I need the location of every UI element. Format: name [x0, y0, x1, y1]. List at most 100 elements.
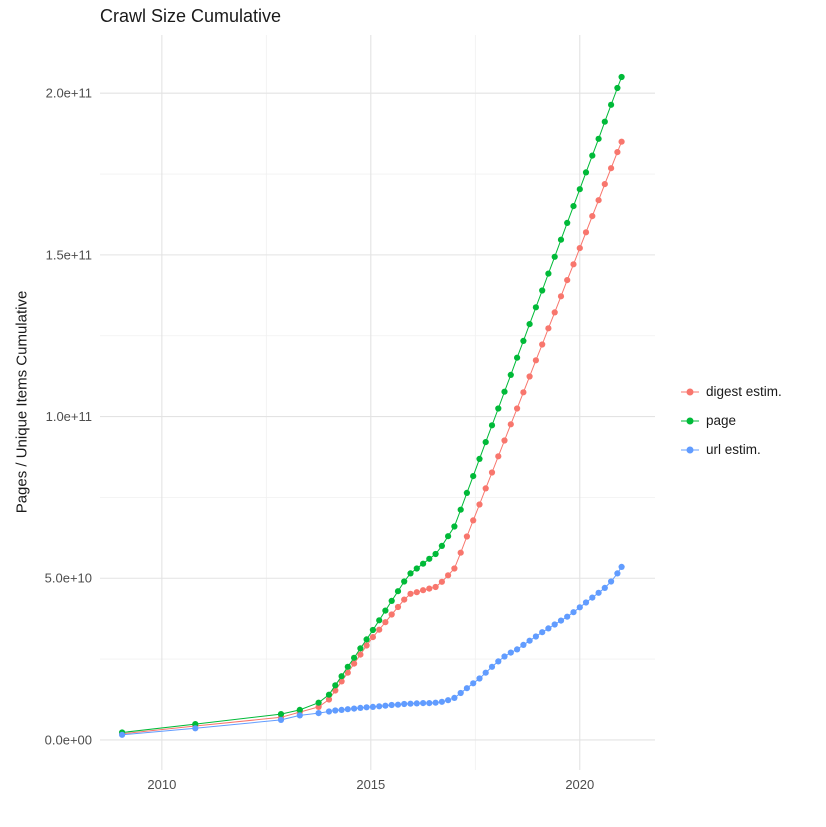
data-point — [618, 138, 625, 145]
data-point — [520, 641, 527, 649]
data-point — [432, 550, 439, 558]
data-point — [369, 626, 376, 634]
data-point — [608, 165, 615, 172]
data-point — [470, 680, 477, 687]
data-point — [601, 118, 608, 125]
data-point — [526, 637, 533, 644]
data-point — [351, 654, 358, 661]
data-point — [325, 696, 333, 703]
data-point — [488, 422, 496, 429]
data-point — [570, 203, 577, 210]
data-point — [470, 517, 477, 524]
data-point — [376, 703, 383, 710]
data-point — [338, 673, 345, 680]
data-point — [451, 694, 458, 702]
data-point — [438, 542, 445, 550]
data-point — [495, 405, 502, 412]
series-line — [122, 141, 623, 735]
data-point — [570, 261, 577, 268]
data-point — [532, 304, 540, 311]
data-point — [601, 584, 608, 592]
data-point — [482, 439, 489, 446]
y-tick-label: 0.0e+00 — [45, 732, 92, 747]
data-point — [545, 270, 552, 277]
data-point — [582, 599, 590, 606]
data-point — [420, 587, 427, 594]
data-point — [507, 649, 514, 656]
data-point — [463, 489, 470, 496]
data-point — [426, 585, 433, 592]
data-point — [614, 149, 621, 156]
x-tick-label: 2020 — [565, 777, 594, 792]
data-point — [539, 341, 546, 348]
data-point — [476, 501, 483, 508]
data-point — [388, 701, 395, 709]
data-point — [501, 388, 508, 395]
legend-key-icon — [681, 417, 699, 424]
data-point — [495, 658, 502, 665]
y-tick-label: 1.5e+11 — [46, 247, 92, 262]
data-point — [507, 371, 514, 378]
series-line — [122, 76, 623, 733]
data-point — [457, 689, 464, 697]
data-point — [192, 725, 199, 732]
x-tick-label: 2010 — [147, 777, 176, 792]
data-point — [457, 549, 464, 556]
data-point — [407, 700, 414, 707]
data-point — [382, 607, 389, 614]
data-point — [488, 663, 496, 670]
data-point — [539, 287, 546, 294]
data-point — [564, 277, 571, 284]
data-point — [413, 565, 420, 572]
legend-label: page — [706, 413, 737, 428]
chart-title: Crawl Size Cumulative — [100, 6, 282, 26]
data-point — [557, 236, 565, 243]
data-point — [357, 704, 364, 712]
data-point — [315, 699, 322, 706]
data-point — [526, 373, 533, 380]
data-point — [470, 473, 477, 480]
data-point — [618, 563, 625, 571]
data-point — [445, 572, 452, 579]
data-point — [277, 711, 285, 718]
data-point — [618, 73, 625, 81]
data-point — [119, 731, 126, 738]
data-point — [514, 405, 521, 412]
data-point — [614, 84, 621, 92]
data-point — [608, 578, 615, 585]
data-point — [520, 389, 527, 396]
data-point — [363, 642, 370, 649]
data-point — [315, 710, 322, 717]
data-point — [382, 702, 389, 709]
data-point — [351, 660, 358, 667]
data-point — [432, 699, 439, 706]
data-point — [344, 663, 351, 670]
data-point — [501, 653, 508, 660]
data-point — [482, 669, 489, 676]
y-tick-label: 2.0e+11 — [46, 86, 92, 101]
data-point — [488, 469, 496, 476]
data-point — [507, 421, 514, 428]
data-point — [401, 596, 408, 603]
data-point — [344, 706, 351, 713]
data-point — [451, 523, 458, 530]
data-point — [532, 633, 540, 640]
data-point — [445, 697, 452, 704]
legend: digest estim. page url estim. — [680, 377, 782, 464]
data-point — [369, 634, 376, 641]
data-point — [376, 617, 383, 624]
data-point — [557, 617, 565, 624]
data-point — [601, 181, 608, 188]
data-point — [426, 555, 433, 562]
data-point — [532, 357, 540, 364]
data-point — [576, 186, 583, 193]
data-point — [589, 213, 596, 220]
data-point — [332, 682, 339, 689]
data-point — [376, 626, 383, 633]
data-point — [277, 716, 285, 724]
data-point — [432, 583, 439, 591]
legend-key-icon — [681, 388, 699, 395]
data-point — [332, 707, 339, 714]
data-point — [413, 700, 420, 707]
